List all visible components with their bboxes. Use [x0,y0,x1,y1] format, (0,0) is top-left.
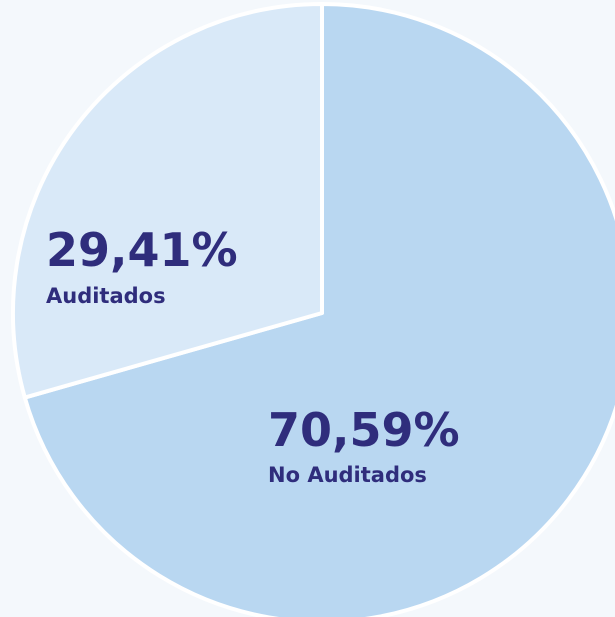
pie-slice [11,2,324,400]
category-label: No Auditados [268,463,427,487]
value-label: 29,41% [46,223,238,277]
category-label: Auditados [46,284,166,308]
value-label: 70,59% [268,403,460,457]
pie-slice [22,2,615,617]
